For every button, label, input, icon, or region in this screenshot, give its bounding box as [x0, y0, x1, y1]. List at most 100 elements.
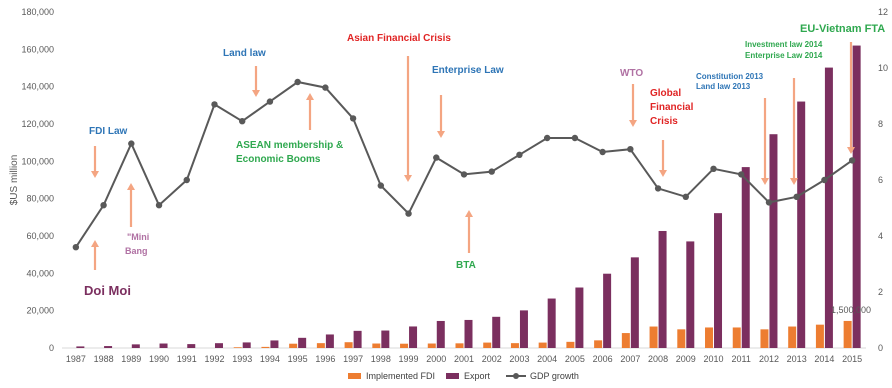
gdp-growth-point: [294, 78, 301, 86]
y2-tick-label: 12: [878, 7, 888, 17]
gdp-growth-point: [599, 148, 606, 156]
bar-export: [852, 45, 861, 348]
gdp-growth-point: [516, 151, 523, 158]
x-tick-label: 1987: [66, 354, 86, 364]
annotation-arrowhead: [437, 131, 445, 138]
y-tick-label: 120,000: [21, 119, 54, 129]
annotation-label: Investment law 2014: [745, 40, 823, 49]
bar-export: [242, 342, 251, 348]
bar-implemented-fdi: [233, 347, 242, 348]
x-tick-label: 1999: [399, 354, 419, 364]
annotation-label: Financial: [650, 102, 694, 113]
x-tick-label: 2007: [620, 354, 640, 364]
bar-export: [104, 346, 113, 348]
x-tick-label: 1989: [121, 354, 141, 364]
annotation-label: Land law 2013: [696, 82, 751, 91]
gdp-growth-point: [793, 193, 800, 200]
x-tick-label: 1993: [232, 354, 252, 364]
bar-export: [353, 330, 362, 348]
bar-implemented-fdi: [732, 327, 741, 348]
gdp-growth-point: [100, 202, 107, 209]
y2-tick-label: 2: [878, 287, 883, 297]
legend-label-gdp: GDP growth: [530, 371, 579, 381]
y-axis-left: 0 20,000 40,000 60,000 80,000 100,000 120,000 1…: [21, 7, 54, 353]
bar-implemented-fdi: [400, 343, 409, 348]
bar-implemented-fdi: [344, 342, 353, 348]
bar-export: [769, 134, 778, 348]
annotation-arrowhead: [465, 210, 473, 217]
gdp-growth-point: [738, 171, 745, 178]
bar-implemented-fdi: [677, 329, 686, 348]
bar-implemented-fdi: [815, 324, 824, 348]
annotation-label: Doi Moi: [84, 283, 131, 298]
annotation-arrowhead: [127, 183, 135, 190]
annotation-arrowhead: [404, 175, 412, 182]
x-tick-label: 2015: [842, 354, 862, 364]
bar-export: [492, 316, 501, 348]
gdp-growth-point: [433, 154, 440, 161]
bar-implemented-fdi: [289, 343, 298, 348]
x-tick-label: 2013: [787, 354, 807, 364]
gdp-growth-point: [488, 168, 495, 175]
bar-export: [214, 343, 223, 348]
x-tick-label: 1998: [371, 354, 391, 364]
y-axis-right: 0 2 4 6 8 10 12: [878, 7, 888, 353]
annotation-label: Asian Financial Crisis: [347, 33, 451, 44]
annotation-label: BTA: [456, 260, 476, 271]
gdp-growth-point: [322, 84, 329, 91]
gdp-growth-point: [72, 244, 80, 251]
x-tick-label: 1988: [94, 354, 114, 364]
y2-tick-label: 0: [878, 343, 883, 353]
gdp-growth-point: [710, 165, 717, 172]
bar-export: [797, 101, 806, 348]
annotation-label: FDI Law: [89, 126, 128, 137]
y2-tick-label: 10: [878, 63, 888, 73]
bar-export: [519, 310, 528, 348]
annotation-label: Crisis: [650, 116, 678, 127]
bar-implemented-fdi: [455, 343, 464, 348]
y-axis-title: $US million: [9, 155, 20, 206]
bar-export: [131, 344, 140, 348]
x-tick-label: 2008: [648, 354, 668, 364]
gdp-line-group: [72, 78, 856, 251]
annotation-arrowhead: [91, 240, 99, 247]
y-tick-label: 20,000: [26, 306, 54, 316]
annotation-label: Constitution 2013: [696, 72, 764, 81]
y2-tick-label: 4: [878, 231, 883, 241]
x-tick-label: 1990: [149, 354, 169, 364]
bar-export: [325, 334, 334, 348]
bar-export: [714, 213, 723, 348]
gdp-growth-point: [848, 157, 856, 164]
annotation-arrowhead: [847, 147, 855, 154]
bar-implemented-fdi: [510, 343, 519, 348]
x-tick-label: 2002: [482, 354, 502, 364]
gdp-growth-point: [765, 199, 773, 206]
bar-implemented-fdi: [594, 340, 603, 348]
annotation-label: "Mini: [127, 232, 149, 242]
bar-implemented-fdi: [788, 326, 797, 348]
bar-implemented-fdi: [566, 341, 575, 348]
bar-export: [603, 273, 612, 348]
x-tick-label: 2004: [537, 354, 557, 364]
bar-implemented-fdi: [621, 333, 630, 348]
annotation-arrowhead: [91, 171, 99, 178]
x-tick-label: 1994: [260, 354, 280, 364]
bar-export: [575, 287, 584, 348]
annotation-arrowhead: [790, 178, 798, 185]
bar-export: [159, 343, 168, 348]
y-tick-label: 40,000: [26, 268, 54, 278]
gdp-growth-point: [211, 101, 218, 108]
legend: Implemented FDI Export GDP growth: [348, 371, 579, 381]
annotation-label: 1,500,000: [831, 305, 871, 315]
annotation-label: WTO: [620, 68, 643, 79]
legend-label-export: Export: [464, 371, 491, 381]
annotation-label: Bang: [125, 246, 148, 256]
annotation-label: EU-Vietnam FTA: [800, 23, 885, 35]
bar-implemented-fdi: [649, 326, 658, 348]
gdp-growth-point: [239, 118, 246, 125]
bar-implemented-fdi: [427, 343, 436, 348]
bar-implemented-fdi: [372, 343, 381, 348]
legend-swatch-gdp-marker: [513, 373, 519, 379]
gdp-growth-point: [183, 176, 190, 184]
